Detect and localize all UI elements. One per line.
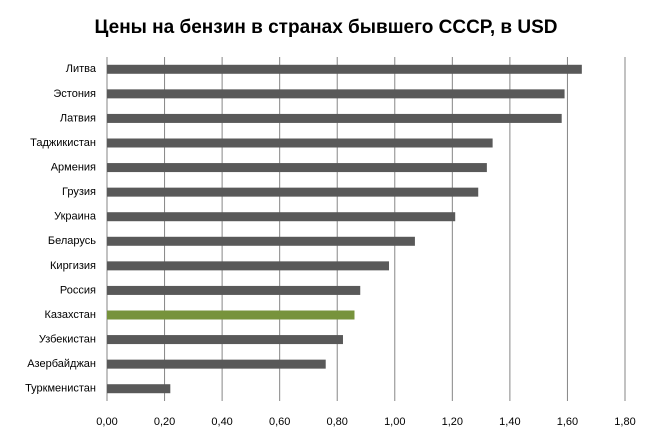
x-tick-label: 1,80 [614,416,635,428]
bar [107,64,582,74]
y-tick-label: Украина [54,211,97,223]
chart-title: Цены на бензин в странах бывшего СССР, в… [95,17,558,38]
bar [107,138,493,148]
x-tick-label: 0,40 [211,416,232,428]
y-tick-label: Латвия [60,112,96,124]
x-tick-label: 0,00 [96,416,117,428]
bar [107,163,487,173]
bar [107,359,326,369]
y-tick-label: Туркменистан [25,383,96,395]
bar [107,261,390,271]
x-tick-label: 1,00 [384,416,405,428]
y-tick-label: Россия [60,284,96,296]
y-tick-label: Эстония [53,88,96,100]
y-tick-label: Таджикистан [30,137,96,149]
bar [107,285,361,295]
x-tick-label: 1,60 [557,416,578,428]
bar [107,113,562,123]
x-tick-label: 0,60 [269,416,290,428]
bar [107,236,415,246]
bar [107,212,456,222]
y-tick-label: Грузия [62,186,96,198]
y-tick-label: Азербайджан [27,358,96,370]
x-tick-label: 1,40 [499,416,520,428]
x-tick-label: 0,80 [327,416,348,428]
bar [107,310,355,320]
x-tick-label: 0,20 [154,416,175,428]
bar [107,89,565,99]
y-tick-label: Литва [66,63,97,75]
y-tick-label: Казахстан [44,309,96,321]
y-tick-label: Узбекистан [39,333,96,345]
y-tick-label: Киргизия [50,260,96,272]
x-tick-label: 1,20 [442,416,463,428]
bar [107,384,171,394]
bar [107,187,479,197]
bar [107,335,343,345]
y-tick-label: Беларусь [48,235,96,247]
y-tick-label: Армения [51,161,96,173]
